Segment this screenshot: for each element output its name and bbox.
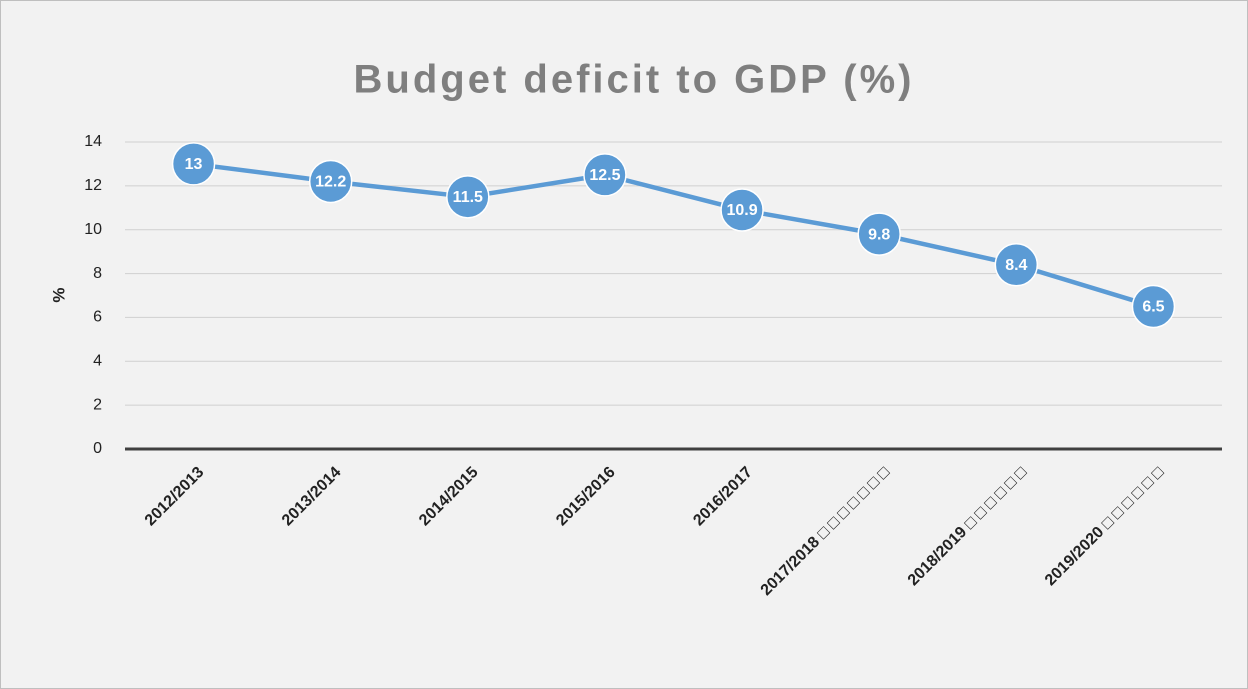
y-tick-label: 6: [93, 309, 102, 326]
data-label: 8.4: [1005, 257, 1027, 274]
y-tick-label: 10: [84, 221, 102, 238]
marker: [446, 175, 490, 219]
marker: [720, 188, 764, 232]
chart-title: Budget deficit to GDP (%): [354, 58, 915, 102]
data-label: 12.2: [315, 174, 346, 191]
y-axis-label: %: [49, 287, 68, 302]
marker: [308, 159, 353, 204]
marker: [171, 142, 216, 186]
data-label: 13: [185, 156, 203, 173]
y-tick-label: 8: [93, 265, 102, 282]
marker: [583, 153, 627, 197]
data-label: 9.8: [868, 226, 890, 243]
marker: [1131, 284, 1176, 329]
y-tick-label: 2: [93, 396, 102, 413]
marker: [857, 212, 901, 256]
y-tick-label: 12: [84, 177, 102, 194]
marker: [994, 243, 1039, 287]
data-label: 6.5: [1142, 299, 1164, 316]
y-tick-label: 14: [84, 133, 102, 150]
y-tick-label: 0: [93, 440, 102, 457]
line: [193, 161, 1155, 309]
data-label: 10.9: [726, 202, 757, 219]
data-label: 11.5: [453, 189, 483, 206]
data-label: 12.5: [589, 167, 620, 184]
y-tick-label: 4: [93, 353, 102, 370]
